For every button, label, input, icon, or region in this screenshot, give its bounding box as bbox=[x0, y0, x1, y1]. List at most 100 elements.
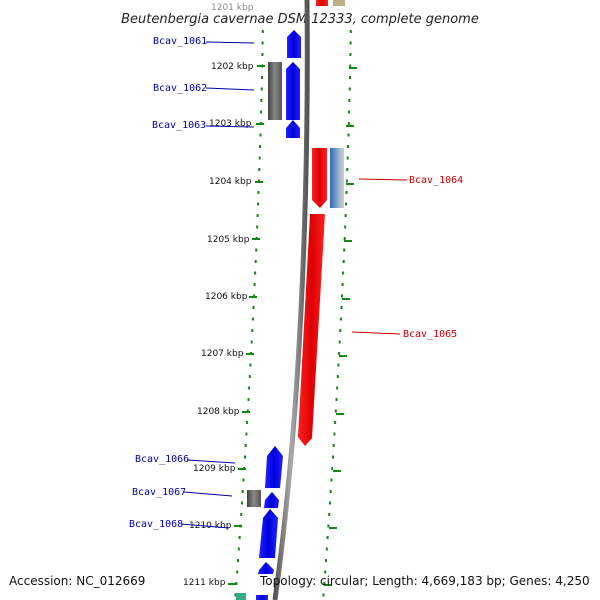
minor-tick bbox=[331, 467, 334, 470]
forward-gene-arrow-bcav-1063[interactable] bbox=[286, 120, 300, 138]
minor-tick bbox=[346, 156, 349, 160]
gene-label[interactable]: Bcav_1063 bbox=[152, 120, 206, 131]
reverse-gene-arrow-bcav-1064[interactable] bbox=[312, 148, 327, 208]
minor-tick bbox=[261, 41, 264, 45]
minor-tick bbox=[347, 122, 350, 125]
forward-gene-arrow-bcav-1062[interactable] bbox=[286, 62, 300, 120]
minor-tick bbox=[344, 225, 347, 229]
minor-tick bbox=[348, 87, 351, 91]
minor-tick bbox=[347, 145, 350, 148]
leader-line bbox=[205, 87, 255, 91]
minor-tick bbox=[238, 536, 241, 539]
leader-line bbox=[180, 523, 230, 529]
minor-tick bbox=[343, 237, 346, 240]
genome-title: Beutenbergia cavernae DSM 12333, complet… bbox=[121, 12, 479, 27]
minor-tick bbox=[349, 53, 352, 56]
minor-tick bbox=[261, 53, 264, 56]
pseudo-gene[interactable] bbox=[247, 490, 261, 507]
minor-tick bbox=[253, 283, 256, 286]
forward-gene-arrow[interactable] bbox=[258, 562, 274, 574]
minor-tick bbox=[237, 547, 240, 551]
minor-tick bbox=[345, 202, 348, 206]
forward-gene-arrow-bcav-1068[interactable] bbox=[259, 509, 278, 558]
minor-tick bbox=[348, 99, 351, 102]
minor-tick bbox=[327, 524, 330, 528]
minor-tick bbox=[256, 225, 259, 229]
minor-tick bbox=[341, 283, 344, 286]
minor-tick bbox=[242, 478, 245, 482]
minor-tick bbox=[346, 168, 349, 171]
minor-tick bbox=[329, 490, 332, 493]
minor-tick bbox=[248, 386, 251, 390]
scale-label: 1207 kbp bbox=[201, 349, 244, 359]
minor-tick bbox=[343, 248, 346, 252]
minor-tick bbox=[347, 133, 350, 137]
gene-label[interactable]: Bcav_1061 bbox=[153, 36, 207, 47]
minor-tick bbox=[258, 168, 261, 171]
minor-tick bbox=[259, 133, 262, 137]
rna-gene[interactable] bbox=[333, 0, 345, 6]
gene-label[interactable]: Bcav_1066 bbox=[135, 454, 189, 465]
minor-tick bbox=[248, 375, 251, 378]
minor-tick bbox=[249, 363, 252, 367]
gene-label[interactable]: Bcav_1068 bbox=[129, 519, 183, 530]
gene-label[interactable]: Bcav_1065 bbox=[403, 329, 457, 340]
major-ticks bbox=[228, 65, 357, 586]
scale-label: 1208 kbp bbox=[197, 407, 240, 417]
forward-gene-arrow[interactable] bbox=[256, 595, 268, 600]
gene-label[interactable]: Bcav_1067 bbox=[132, 487, 186, 498]
minor-tick bbox=[256, 214, 259, 217]
leader-line bbox=[351, 331, 401, 335]
minor-tick bbox=[345, 179, 348, 183]
minor-tick bbox=[260, 99, 263, 102]
reverse-gene-arrow[interactable] bbox=[316, 0, 328, 6]
minor-tick bbox=[252, 306, 255, 309]
minor-tick bbox=[257, 202, 260, 206]
minor-tick bbox=[236, 570, 239, 574]
minor-tick bbox=[234, 593, 237, 597]
scale-label: 1209 kbp bbox=[193, 464, 236, 474]
minor-tick bbox=[237, 559, 239, 562]
minor-tick bbox=[329, 501, 331, 505]
minor-tick bbox=[257, 191, 260, 194]
minor-tick bbox=[340, 306, 343, 309]
leader-line bbox=[183, 491, 233, 497]
inner-tick-ring bbox=[234, 30, 264, 597]
pseudo-gene[interactable] bbox=[268, 62, 282, 120]
minor-tick bbox=[260, 110, 263, 114]
scale-label: 1202 kbp bbox=[211, 62, 254, 72]
minor-tick bbox=[339, 329, 342, 332]
gene-label[interactable]: Bcav_1064 bbox=[409, 175, 463, 186]
minor-tick bbox=[258, 156, 261, 160]
scale-label: 1205 kbp bbox=[207, 235, 250, 245]
minor-tick bbox=[349, 76, 351, 79]
scale-label: 1201 kbp bbox=[211, 3, 254, 13]
minor-tick bbox=[235, 582, 238, 585]
minor-tick bbox=[342, 260, 345, 263]
minor-tick bbox=[244, 455, 246, 459]
leader-line bbox=[205, 41, 255, 44]
forward-gene-arrow-bcav-1061[interactable] bbox=[287, 30, 301, 58]
minor-tick bbox=[348, 110, 351, 114]
minor-tick bbox=[333, 432, 336, 436]
scale-label: 1203 kbp bbox=[209, 119, 252, 129]
rna-gene[interactable] bbox=[236, 593, 246, 600]
gene-label[interactable]: Bcav_1062 bbox=[153, 83, 207, 94]
reverse-gene-arrow-bcav-1065[interactable] bbox=[298, 214, 325, 446]
minor-tick bbox=[325, 559, 327, 562]
minor-tick bbox=[251, 329, 254, 332]
minor-tick bbox=[323, 582, 326, 585]
minor-tick bbox=[349, 64, 352, 68]
accession-text: Accession: NC_012669 bbox=[9, 574, 146, 588]
minor-tick bbox=[349, 41, 352, 45]
minor-tick bbox=[247, 398, 250, 401]
minor-tick bbox=[324, 570, 327, 574]
minor-tick bbox=[241, 501, 243, 505]
forward-gene-arrow-bcav-1066[interactable] bbox=[265, 446, 283, 488]
rna-gene[interactable] bbox=[330, 148, 344, 208]
minor-tick bbox=[338, 340, 341, 344]
forward-gene-arrow-bcav-1067[interactable] bbox=[264, 492, 279, 508]
minor-tick bbox=[336, 375, 339, 378]
topology-text: Topology: circular; Length: 4,669,183 bp… bbox=[260, 574, 590, 588]
